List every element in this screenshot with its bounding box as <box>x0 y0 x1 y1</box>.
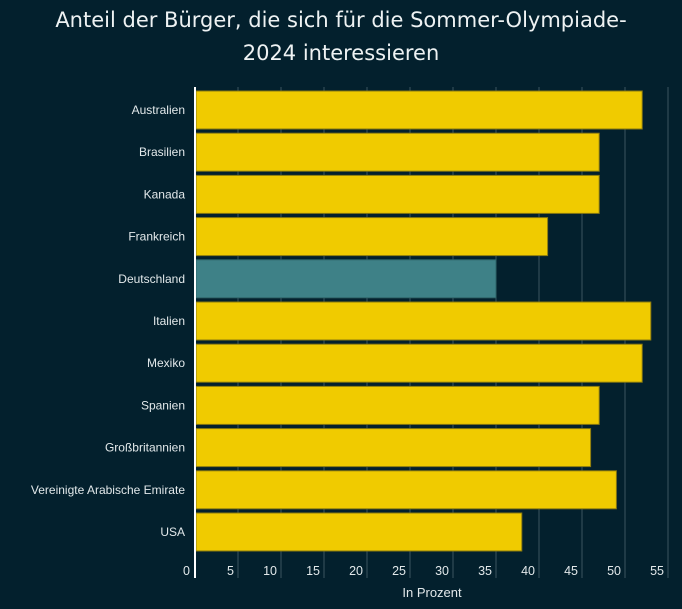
x-axis-title: In Prozent <box>402 585 462 600</box>
bars <box>195 90 652 552</box>
category-label: Australien <box>132 103 185 117</box>
category-label: Italien <box>153 314 185 328</box>
bar-spanien <box>195 385 600 425</box>
tick-label-50: 50 <box>607 564 621 578</box>
tick-label-5: 5 <box>227 564 234 578</box>
chart-title-line-2: 2024 interessieren <box>242 41 440 65</box>
chart-title-line-1: Anteil der Bürger, die sich für die Somm… <box>55 8 627 32</box>
tick-label-45: 45 <box>564 564 578 578</box>
tick-label-25: 25 <box>392 564 406 578</box>
bar-kanada <box>195 174 600 214</box>
tick-label-30: 30 <box>435 564 449 578</box>
tick-label-20: 20 <box>349 564 363 578</box>
bar-italien <box>195 301 652 341</box>
bar-mexiko <box>195 343 643 383</box>
category-label: Frankreich <box>128 230 185 244</box>
tick-label-10: 10 <box>263 564 277 578</box>
category-label: Brasilien <box>139 145 185 159</box>
tick-label-15: 15 <box>306 564 320 578</box>
tick-label-40: 40 <box>521 564 535 578</box>
chart-title: Anteil der Bürger, die sich für die Somm… <box>0 4 682 70</box>
category-labels: Australien Brasilien Kanada Frankreich Deuts… <box>31 103 185 539</box>
bar-frankreich <box>195 217 549 257</box>
category-label: Deutschland <box>118 272 185 286</box>
category-label: Großbritannien <box>105 441 185 455</box>
bar-brasilien <box>195 132 600 172</box>
category-label: Kanada <box>144 187 186 201</box>
bar-großbritannien <box>195 428 592 468</box>
tick-labels: 0 5 10 15 20 25 30 35 40 45 50 55 <box>183 564 664 578</box>
category-label: Spanien <box>141 398 185 412</box>
bar-usa <box>195 512 523 552</box>
tick-label-35: 35 <box>478 564 492 578</box>
category-label: USA <box>160 525 185 539</box>
tick-label-0: 0 <box>183 564 190 578</box>
bar-vereinigte-arabische-emirate <box>195 470 617 510</box>
bar-australien <box>195 90 643 130</box>
bar-deutschland <box>195 259 497 299</box>
tick-label-55: 55 <box>650 564 664 578</box>
category-label: Mexiko <box>147 356 185 370</box>
category-label: Vereinigte Arabische Emirate <box>31 483 185 497</box>
